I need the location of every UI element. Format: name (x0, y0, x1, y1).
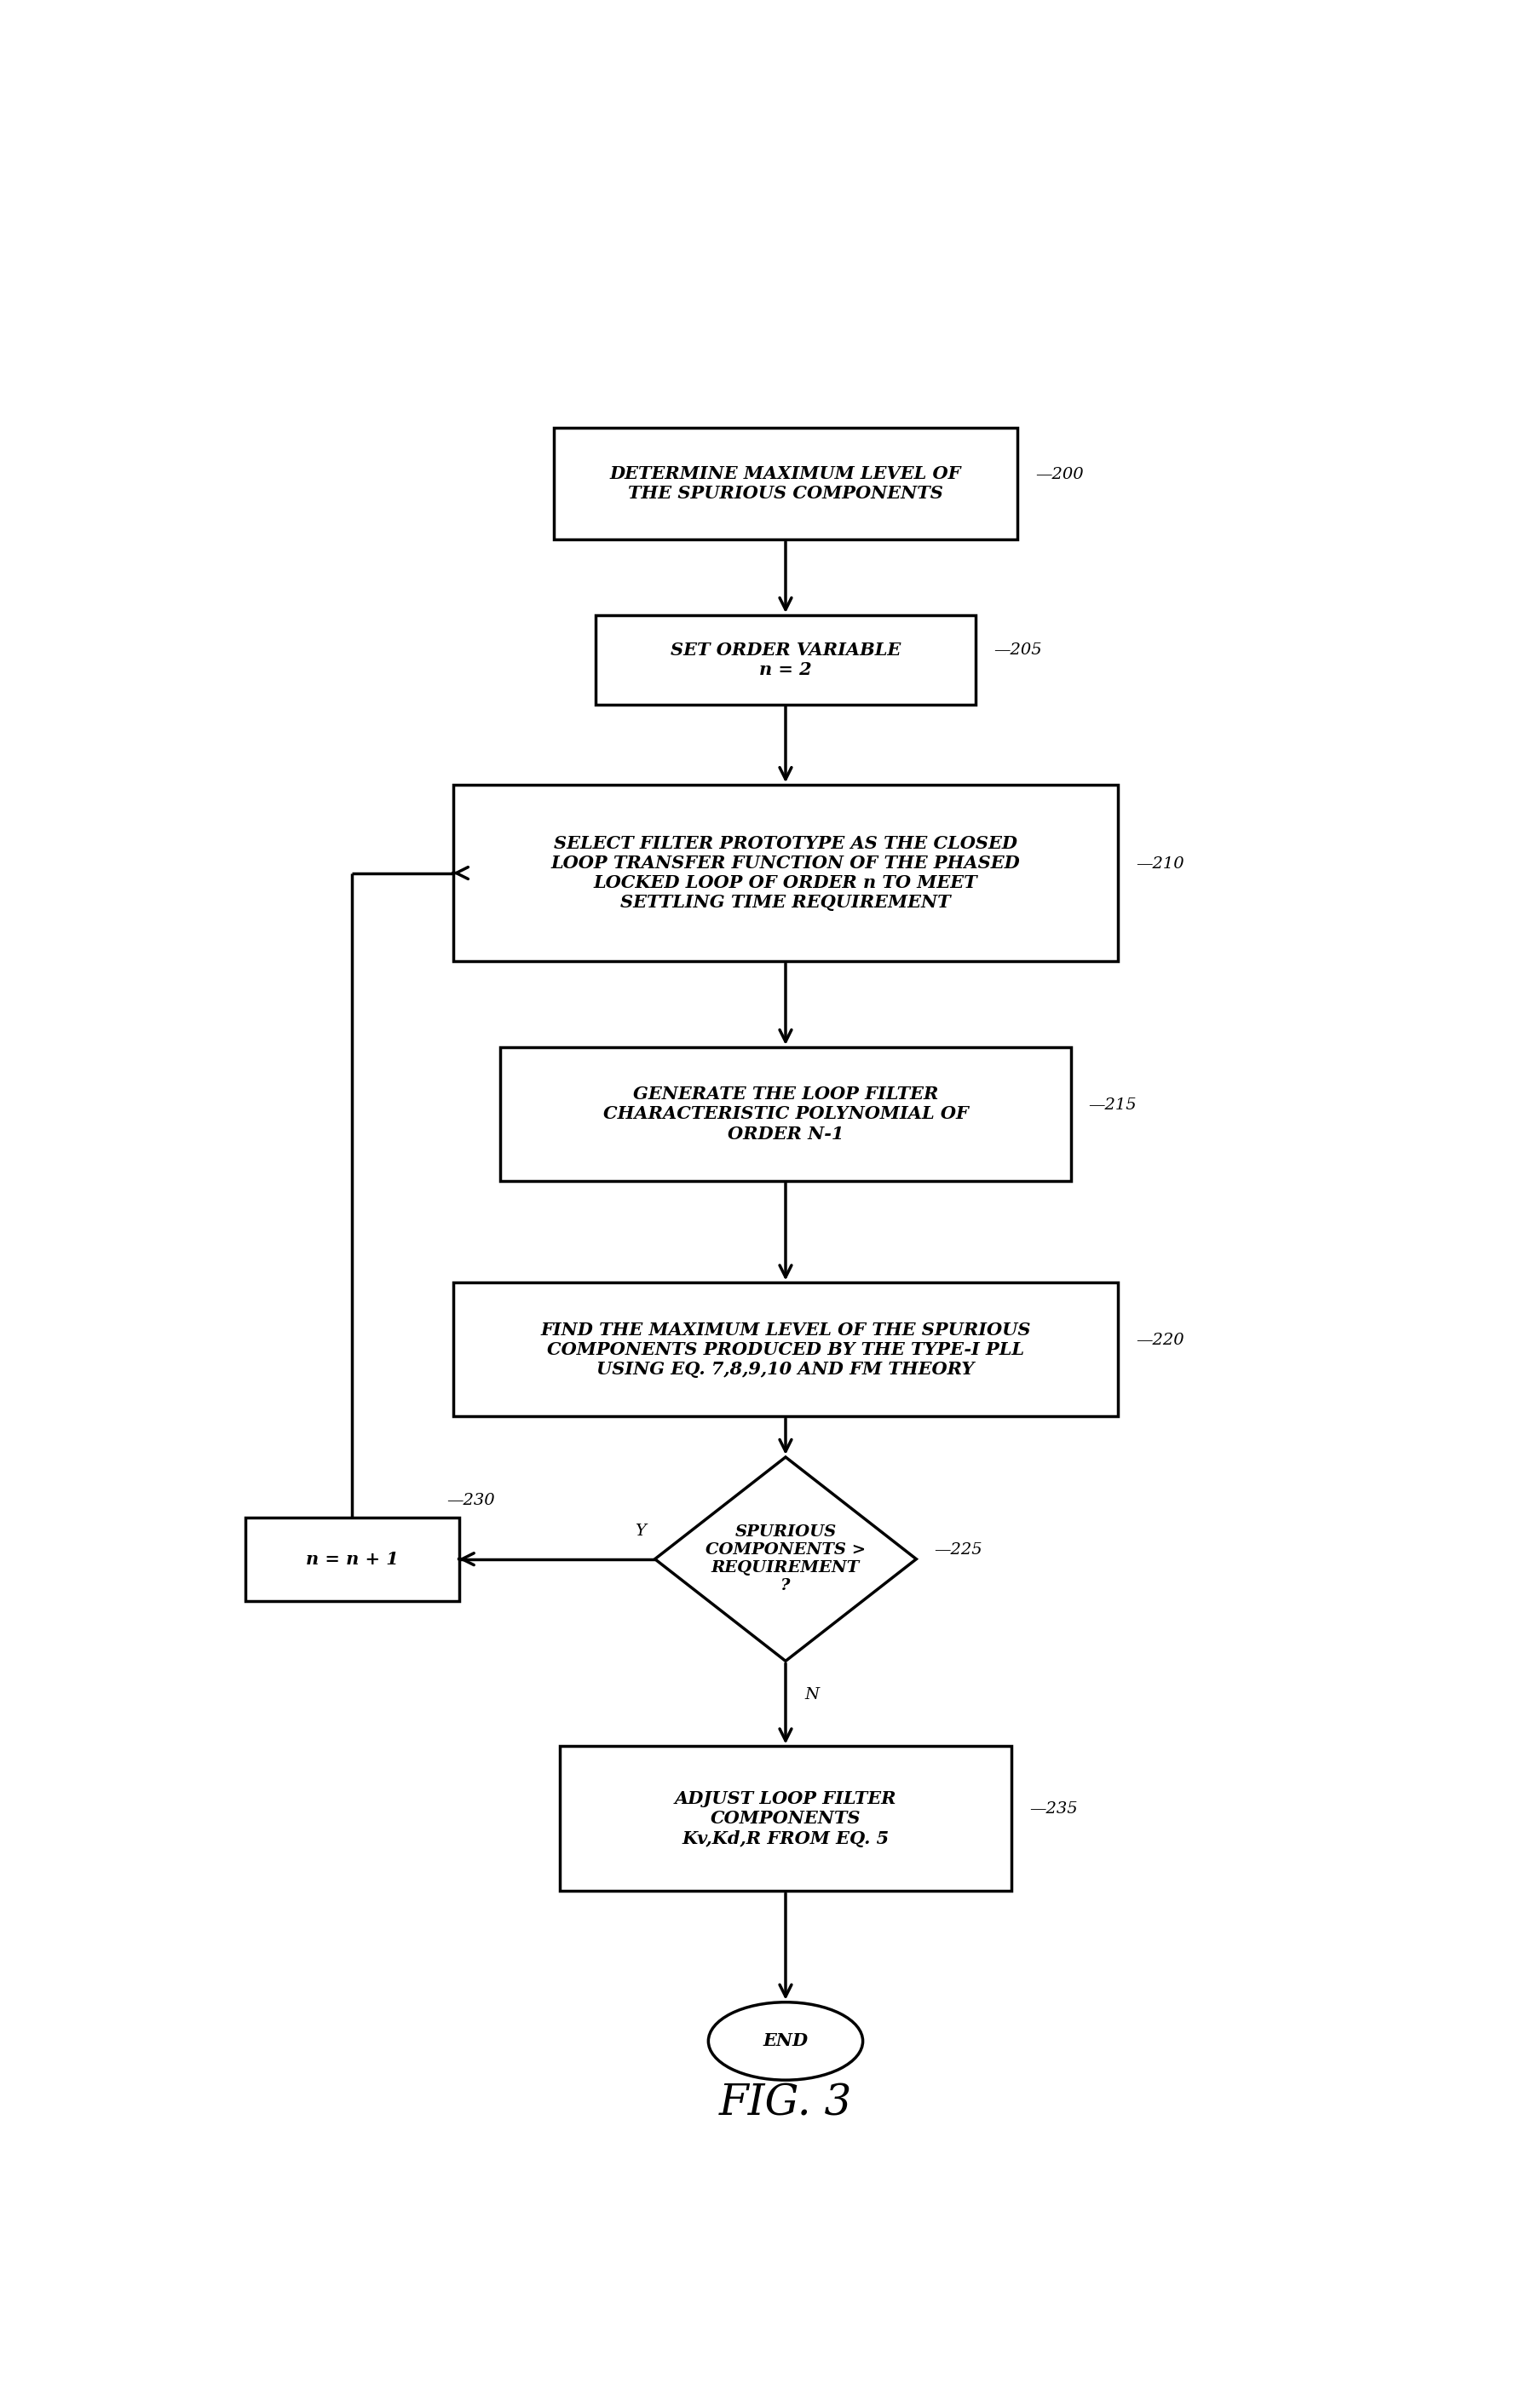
FancyBboxPatch shape (245, 1517, 458, 1601)
FancyBboxPatch shape (453, 1283, 1118, 1416)
FancyBboxPatch shape (453, 785, 1118, 961)
Text: END: END (763, 2032, 807, 2049)
Text: —235: —235 (1028, 1801, 1077, 1818)
Text: —225: —225 (933, 1541, 982, 1558)
Polygon shape (654, 1457, 916, 1662)
Text: SET ORDER VARIABLE
n = 2: SET ORDER VARIABLE n = 2 (669, 641, 901, 679)
Text: —215: —215 (1088, 1098, 1137, 1112)
Text: GENERATE THE LOOP FILTER
CHARACTERISTIC POLYNOMIAL OF
ORDER N-1: GENERATE THE LOOP FILTER CHARACTERISTIC … (602, 1086, 968, 1141)
FancyBboxPatch shape (499, 1047, 1071, 1180)
Text: —230: —230 (447, 1493, 495, 1507)
Text: n = n + 1: n = n + 1 (305, 1551, 398, 1568)
FancyBboxPatch shape (594, 616, 974, 703)
Text: —205: —205 (993, 643, 1042, 657)
FancyBboxPatch shape (553, 429, 1017, 539)
Text: SELECT FILTER PROTOTYPE AS THE CLOSED
LOOP TRANSFER FUNCTION OF THE PHASED
LOCKE: SELECT FILTER PROTOTYPE AS THE CLOSED LO… (550, 836, 1020, 910)
Text: FIG. 3: FIG. 3 (719, 2083, 852, 2124)
Text: Y: Y (634, 1524, 647, 1539)
Text: —220: —220 (1135, 1332, 1184, 1348)
Text: —200: —200 (1034, 467, 1083, 482)
Text: —210: —210 (1135, 857, 1184, 872)
Text: ADJUST LOOP FILTER
COMPONENTS
Kv,Kd,R FROM EQ. 5: ADJUST LOOP FILTER COMPONENTS Kv,Kd,R FR… (674, 1792, 896, 1847)
Text: FIND THE MAXIMUM LEVEL OF THE SPURIOUS
COMPONENTS PRODUCED BY THE TYPE-I PLL
USI: FIND THE MAXIMUM LEVEL OF THE SPURIOUS C… (541, 1322, 1030, 1377)
Text: N: N (804, 1686, 818, 1702)
Ellipse shape (708, 2001, 863, 2081)
Text: SPURIOUS
COMPONENTS >
REQUIREMENT
?: SPURIOUS COMPONENTS > REQUIREMENT ? (705, 1524, 866, 1594)
Text: DETERMINE MAXIMUM LEVEL OF
THE SPURIOUS COMPONENTS: DETERMINE MAXIMUM LEVEL OF THE SPURIOUS … (610, 465, 961, 501)
FancyBboxPatch shape (559, 1746, 1011, 1890)
